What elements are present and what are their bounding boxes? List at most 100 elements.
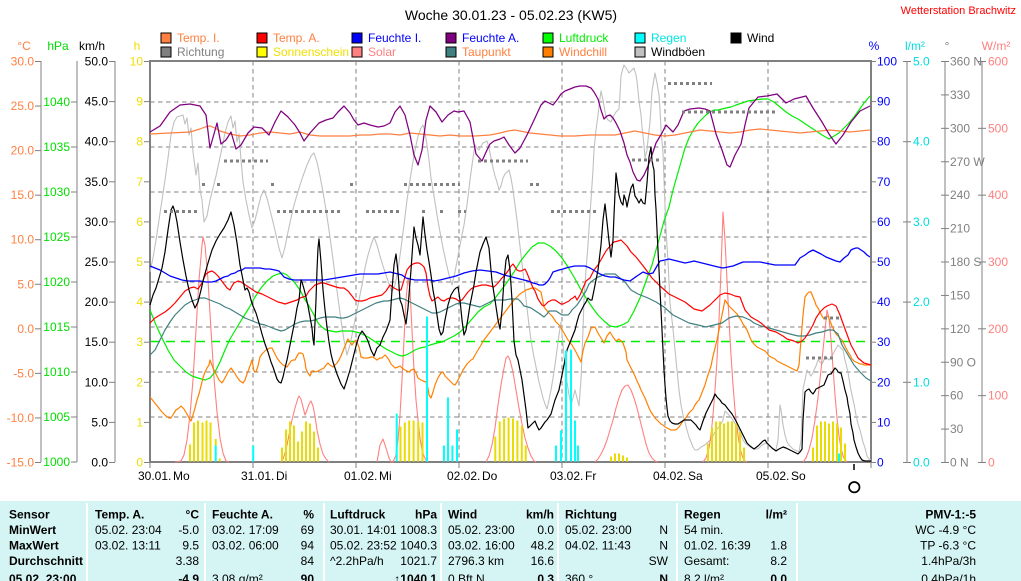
svg-text:^2.2hPa/h: ^2.2hPa/h	[330, 554, 384, 568]
svg-text:5: 5	[136, 255, 143, 269]
svg-text:%: %	[303, 508, 314, 522]
svg-text:Sa: Sa	[688, 469, 703, 483]
svg-text:5.0: 5.0	[913, 55, 930, 69]
svg-text:31.01.: 31.01.	[241, 469, 274, 483]
svg-text:45.0: 45.0	[85, 95, 109, 109]
svg-text:W/m²: W/m²	[982, 39, 1011, 53]
svg-text:30.0: 30.0	[11, 55, 35, 69]
svg-text:3.38: 3.38	[176, 554, 200, 568]
svg-text:1.4hPa/3h: 1.4hPa/3h	[921, 554, 976, 568]
svg-text:0.0: 0.0	[913, 456, 930, 470]
svg-text:3.0: 3.0	[913, 215, 930, 229]
svg-text:360 °: 360 °	[565, 572, 593, 581]
svg-text:20: 20	[877, 375, 891, 389]
svg-text:60: 60	[950, 389, 964, 403]
svg-text:Wind: Wind	[448, 508, 477, 522]
svg-text:Regen: Regen	[651, 31, 686, 45]
svg-text:240: 240	[950, 188, 970, 202]
svg-text:30.0: 30.0	[85, 215, 109, 229]
svg-text:MaxWert: MaxWert	[9, 539, 59, 553]
svg-text:Fr: Fr	[585, 469, 596, 483]
svg-text:500: 500	[988, 121, 1008, 135]
svg-text:15.0: 15.0	[11, 188, 35, 202]
svg-text:1025: 1025	[43, 230, 70, 244]
svg-text:km/h: km/h	[79, 39, 105, 53]
svg-text:h: h	[134, 39, 141, 53]
svg-text:100: 100	[877, 55, 897, 69]
svg-text:Regen: Regen	[684, 508, 721, 522]
svg-text:Temp. I.: Temp. I.	[177, 31, 220, 45]
svg-text:8.2 l/m²: 8.2 l/m²	[684, 572, 724, 581]
svg-text:03.02. 06:00: 03.02. 06:00	[212, 539, 279, 553]
svg-text:05.02. 23:52: 05.02. 23:52	[330, 539, 397, 553]
svg-text:10: 10	[130, 55, 144, 69]
svg-text:50: 50	[877, 255, 891, 269]
svg-text:1040.3: 1040.3	[400, 539, 437, 553]
svg-text:360 N: 360 N	[950, 55, 982, 69]
svg-text:hPa: hPa	[47, 39, 69, 53]
svg-text:Taupunkt: Taupunkt	[462, 45, 511, 59]
svg-text:03.02. 17:09: 03.02. 17:09	[212, 523, 279, 537]
svg-text:1.0: 1.0	[913, 375, 930, 389]
svg-text:-10.0: -10.0	[7, 411, 35, 425]
svg-text:TP -6.3 °C: TP -6.3 °C	[920, 539, 976, 553]
svg-text:0.3: 0.3	[537, 572, 554, 581]
svg-text:30: 30	[950, 422, 964, 436]
svg-text:5.0: 5.0	[17, 277, 34, 291]
svg-text:Feuchte A.: Feuchte A.	[462, 31, 519, 45]
svg-text:35.0: 35.0	[85, 175, 109, 189]
svg-text:80: 80	[877, 135, 891, 149]
svg-text:2: 2	[136, 375, 143, 389]
svg-text:-5.0: -5.0	[13, 366, 34, 380]
svg-text:N: N	[659, 539, 668, 553]
svg-text:25.0: 25.0	[85, 255, 109, 269]
svg-text:0.0: 0.0	[537, 523, 554, 537]
svg-text:30.01. 14:01: 30.01. 14:01	[330, 523, 397, 537]
svg-text:-5.0: -5.0	[178, 523, 199, 537]
svg-text:330: 330	[950, 88, 970, 102]
svg-text:0: 0	[988, 455, 995, 469]
svg-text:1000: 1000	[43, 455, 70, 469]
svg-text:WC -4.9 °C: WC -4.9 °C	[915, 523, 976, 537]
svg-text:10: 10	[877, 415, 891, 429]
svg-text:1035: 1035	[43, 140, 70, 154]
svg-text:↑1040.1: ↑1040.1	[394, 572, 437, 581]
svg-text:30: 30	[877, 335, 891, 349]
svg-text:km/h: km/h	[526, 508, 554, 522]
svg-text:03.02. 16:00: 03.02. 16:00	[448, 539, 515, 553]
svg-text:40.0: 40.0	[85, 135, 109, 149]
svg-text:120: 120	[950, 322, 970, 336]
svg-text:05.02.: 05.02.	[756, 469, 789, 483]
svg-text:01.02.: 01.02.	[344, 469, 377, 483]
svg-text:Di: Di	[276, 469, 287, 483]
svg-text:1015: 1015	[43, 320, 70, 334]
svg-text:1040: 1040	[43, 95, 70, 109]
svg-text:1030: 1030	[43, 185, 70, 199]
svg-text:16.6: 16.6	[531, 554, 555, 568]
svg-text:1: 1	[136, 415, 143, 429]
svg-text:05.02. 23:00: 05.02. 23:00	[9, 572, 77, 581]
svg-text:Richtung: Richtung	[565, 508, 617, 522]
svg-text:Windchill: Windchill	[559, 45, 607, 59]
svg-text:20.0: 20.0	[85, 295, 109, 309]
svg-text:°: °	[945, 39, 950, 53]
svg-text:Feuchte I.: Feuchte I.	[368, 31, 421, 45]
svg-text:60: 60	[877, 215, 891, 229]
svg-text:2796.3 km: 2796.3 km	[448, 554, 504, 568]
svg-text:Woche 30.01.23 - 05.02.23 (KW5: Woche 30.01.23 - 05.02.23 (KW5)	[405, 7, 617, 23]
svg-text:0.0: 0.0	[91, 456, 108, 470]
svg-text:02.02.: 02.02.	[447, 469, 480, 483]
svg-text:2.0: 2.0	[913, 295, 930, 309]
svg-text:l/m²: l/m²	[905, 39, 925, 53]
svg-text:So: So	[791, 469, 806, 483]
svg-text:0.0: 0.0	[17, 322, 34, 336]
svg-text:10.0: 10.0	[11, 233, 35, 247]
svg-text:8.2: 8.2	[770, 554, 787, 568]
svg-text:20.0: 20.0	[11, 144, 35, 158]
svg-text:Feuchte A.: Feuchte A.	[212, 508, 273, 522]
svg-text:1005: 1005	[43, 410, 70, 424]
svg-text:1020: 1020	[43, 275, 70, 289]
svg-text:300: 300	[950, 121, 970, 135]
svg-text:90 O: 90 O	[950, 355, 976, 369]
svg-text:Luftdruck: Luftdruck	[330, 508, 386, 522]
